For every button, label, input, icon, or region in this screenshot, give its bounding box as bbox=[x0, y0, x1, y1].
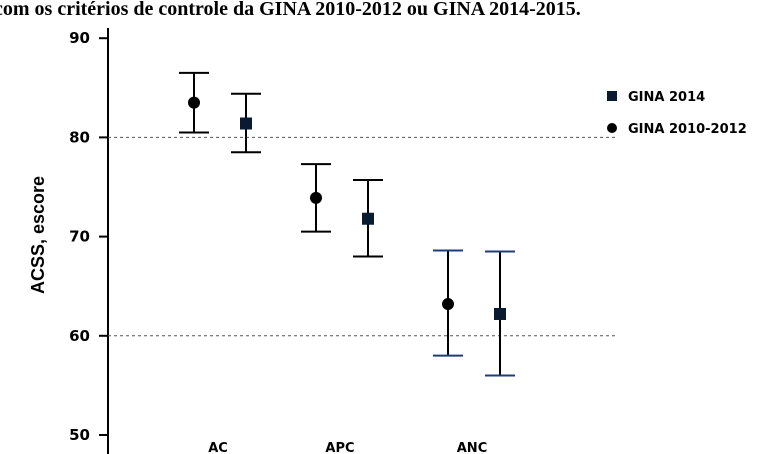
y-tick-label: 60 bbox=[69, 327, 90, 345]
legend-square-marker bbox=[607, 91, 617, 101]
y-tick-label: 70 bbox=[69, 228, 90, 246]
data-point-circle bbox=[310, 191, 322, 204]
data-point-circle bbox=[188, 96, 200, 109]
legend: GINA 2014 GINA 2010-2012 bbox=[607, 90, 747, 137]
x-category-label: AC bbox=[208, 441, 228, 454]
data-point-square bbox=[362, 212, 374, 225]
legend-circle-marker bbox=[607, 123, 617, 133]
y-tick-label: 50 bbox=[69, 426, 90, 444]
x-category-label: APC bbox=[325, 441, 354, 454]
y-axis-label: ACSS, escore bbox=[28, 176, 48, 294]
x-category-label: ANC bbox=[457, 441, 487, 454]
data-point-circle bbox=[442, 298, 454, 311]
figure-caption: com os critérios de controle da GINA 201… bbox=[0, 0, 581, 20]
data-point-square bbox=[240, 117, 252, 130]
legend-label: GINA 2014 bbox=[628, 90, 705, 105]
legend-label: GINA 2010-2012 bbox=[628, 122, 747, 137]
data-point-square bbox=[494, 307, 506, 320]
y-tick-label: 90 bbox=[69, 29, 90, 47]
plot-area: 50 60 70 80 90 AC APC ANC bbox=[69, 28, 615, 454]
y-tick-label: 80 bbox=[69, 128, 90, 146]
